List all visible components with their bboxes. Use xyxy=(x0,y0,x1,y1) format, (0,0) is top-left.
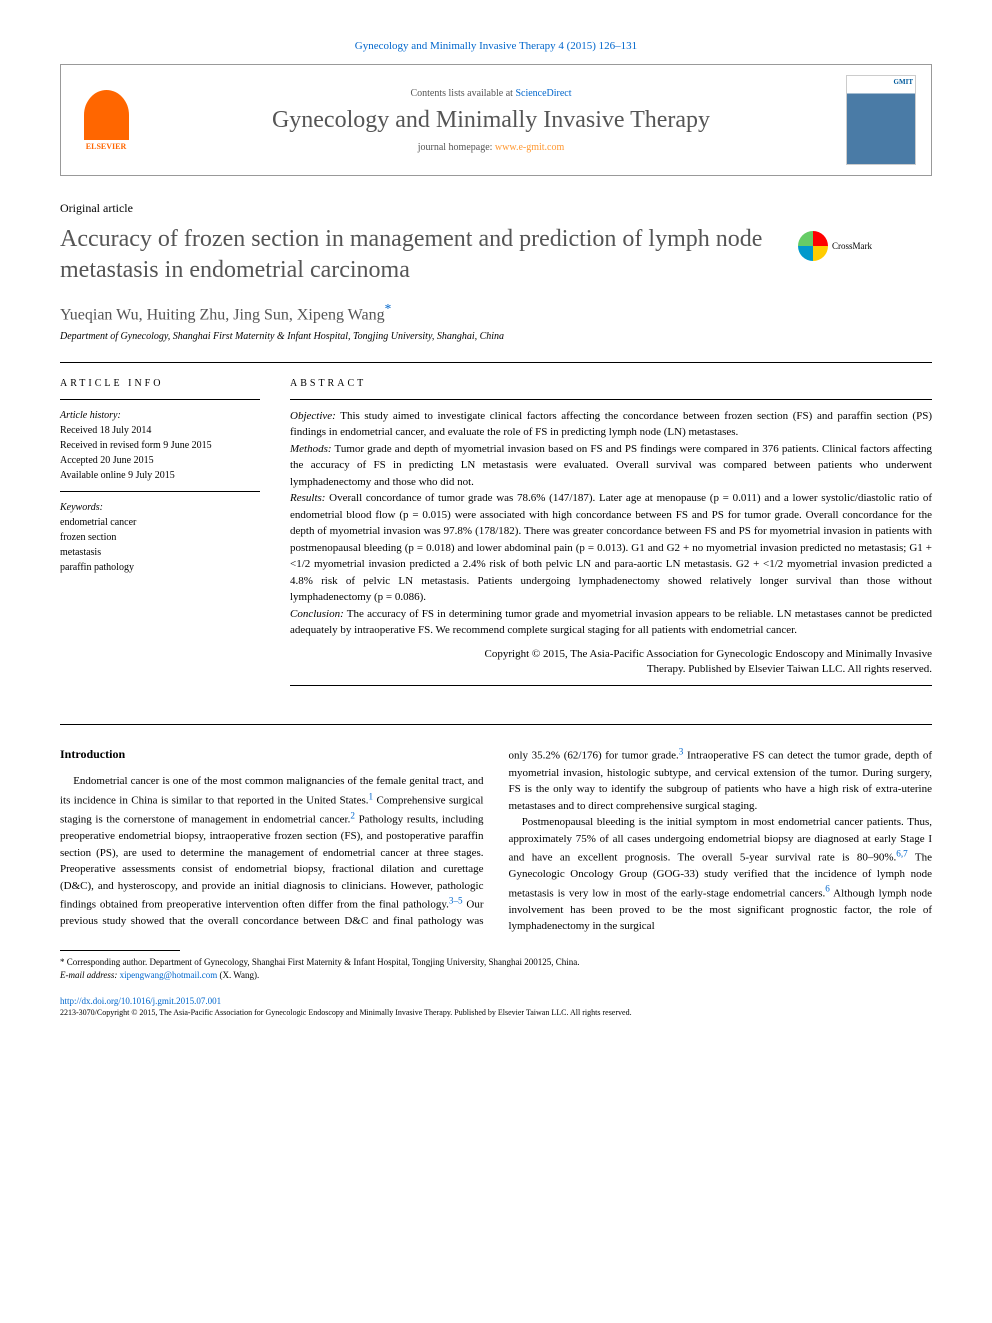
email-suffix: (X. Wang). xyxy=(217,970,259,980)
info-divider xyxy=(60,491,260,492)
keyword: frozen section xyxy=(60,530,260,545)
abstract-divider xyxy=(290,399,932,400)
authors-line: Yueqian Wu, Huiting Zhu, Jing Sun, Xipen… xyxy=(60,301,932,324)
crossmark-label: CrossMark xyxy=(832,241,872,251)
contents-prefix: Contents lists available at xyxy=(410,88,515,99)
homepage-link[interactable]: www.e-gmit.com xyxy=(495,142,564,153)
section-divider xyxy=(60,724,932,725)
footnotes: * Corresponding author. Department of Gy… xyxy=(60,956,932,981)
email-link[interactable]: xipengwang@hotmail.com xyxy=(120,970,218,980)
reference-link[interactable]: 6,7 xyxy=(896,852,907,864)
contents-available: Contents lists available at ScienceDirec… xyxy=(136,88,846,99)
received-date: Received 18 July 2014 xyxy=(60,423,260,438)
article-info-column: ARTICLE INFO Article history: Received 1… xyxy=(60,378,260,695)
corresponding-mark: * xyxy=(385,301,392,316)
revised-date: Received in revised form 9 June 2015 xyxy=(60,438,260,453)
introduction-heading: Introduction xyxy=(60,745,484,763)
body-text: Introduction Endometrial cancer is one o… xyxy=(60,745,932,934)
journal-header: ELSEVIER Contents lists available at Sci… xyxy=(60,64,932,176)
conclusion-text: The accuracy of FS in determining tumor … xyxy=(290,608,932,637)
authors-names: Yueqian Wu, Huiting Zhu, Jing Sun, Xipen… xyxy=(60,307,385,324)
history-label: Article history: xyxy=(60,410,121,421)
elsevier-tree-icon xyxy=(84,90,129,140)
journal-name: Gynecology and Minimally Invasive Therap… xyxy=(136,107,846,134)
keyword: metastasis xyxy=(60,545,260,560)
body-text-run: Pathology results, including preoperativ… xyxy=(60,814,484,911)
abstract-heading: ABSTRACT xyxy=(290,378,932,389)
abstract-column: ABSTRACT Objective: This study aimed to … xyxy=(290,378,932,695)
sciencedirect-link[interactable]: ScienceDirect xyxy=(515,88,571,99)
footnote-divider xyxy=(60,950,180,951)
cover-gmit-label: GMIT xyxy=(894,78,913,86)
results-label: Results: xyxy=(290,492,325,504)
info-divider xyxy=(60,399,260,400)
homepage-line: journal homepage: www.e-gmit.com xyxy=(136,142,846,153)
section-divider xyxy=(60,362,932,363)
citation-line: Gynecology and Minimally Invasive Therap… xyxy=(60,40,932,52)
crossmark-badge[interactable]: CrossMark xyxy=(798,231,872,261)
homepage-prefix: journal homepage: xyxy=(418,142,495,153)
objective-label: Objective: xyxy=(290,410,336,422)
issn-copyright-line: 2213-3070/Copyright © 2015, The Asia-Pac… xyxy=(60,1008,932,1017)
abstract-copyright: Copyright © 2015, The Asia-Pacific Assoc… xyxy=(290,647,932,678)
copyright-line1: Copyright © 2015, The Asia-Pacific Assoc… xyxy=(485,648,932,660)
abstract-end-divider xyxy=(290,685,932,686)
crossmark-icon xyxy=(798,231,828,261)
journal-cover-thumbnail: GMIT xyxy=(846,75,916,165)
doi-link[interactable]: http://dx.doi.org/10.1016/j.gmit.2015.07… xyxy=(60,996,221,1006)
article-info-heading: ARTICLE INFO xyxy=(60,378,260,389)
copyright-line2: Therapy. Published by Elsevier Taiwan LL… xyxy=(647,663,932,675)
publisher-name: ELSEVIER xyxy=(86,142,126,151)
doi-line: http://dx.doi.org/10.1016/j.gmit.2015.07… xyxy=(60,996,932,1006)
corresponding-author-note: * Corresponding author. Department of Gy… xyxy=(60,956,932,969)
objective-text: This study aimed to investigate clinical… xyxy=(290,410,932,439)
email-label: E-mail address: xyxy=(60,970,120,980)
reference-link[interactable]: 3–5 xyxy=(449,899,463,911)
methods-text: Tumor grade and depth of myometrial inva… xyxy=(290,443,932,488)
conclusion-label: Conclusion: xyxy=(290,608,344,620)
publisher-logo: ELSEVIER xyxy=(76,85,136,155)
body-text-run: Postmenopausal bleeding is the initial s… xyxy=(509,816,933,864)
keyword: endometrial cancer xyxy=(60,515,260,530)
affiliation: Department of Gynecology, Shanghai First… xyxy=(60,331,932,342)
keyword: paraffin pathology xyxy=(60,560,260,575)
accepted-date: Accepted 20 June 2015 xyxy=(60,453,260,468)
article-type: Original article xyxy=(60,201,932,216)
methods-label: Methods: xyxy=(290,443,332,455)
keywords-label: Keywords: xyxy=(60,502,103,513)
results-text: Overall concordance of tumor grade was 7… xyxy=(290,492,932,603)
body-paragraph: Postmenopausal bleeding is the initial s… xyxy=(509,814,933,935)
online-date: Available online 9 July 2015 xyxy=(60,468,260,483)
